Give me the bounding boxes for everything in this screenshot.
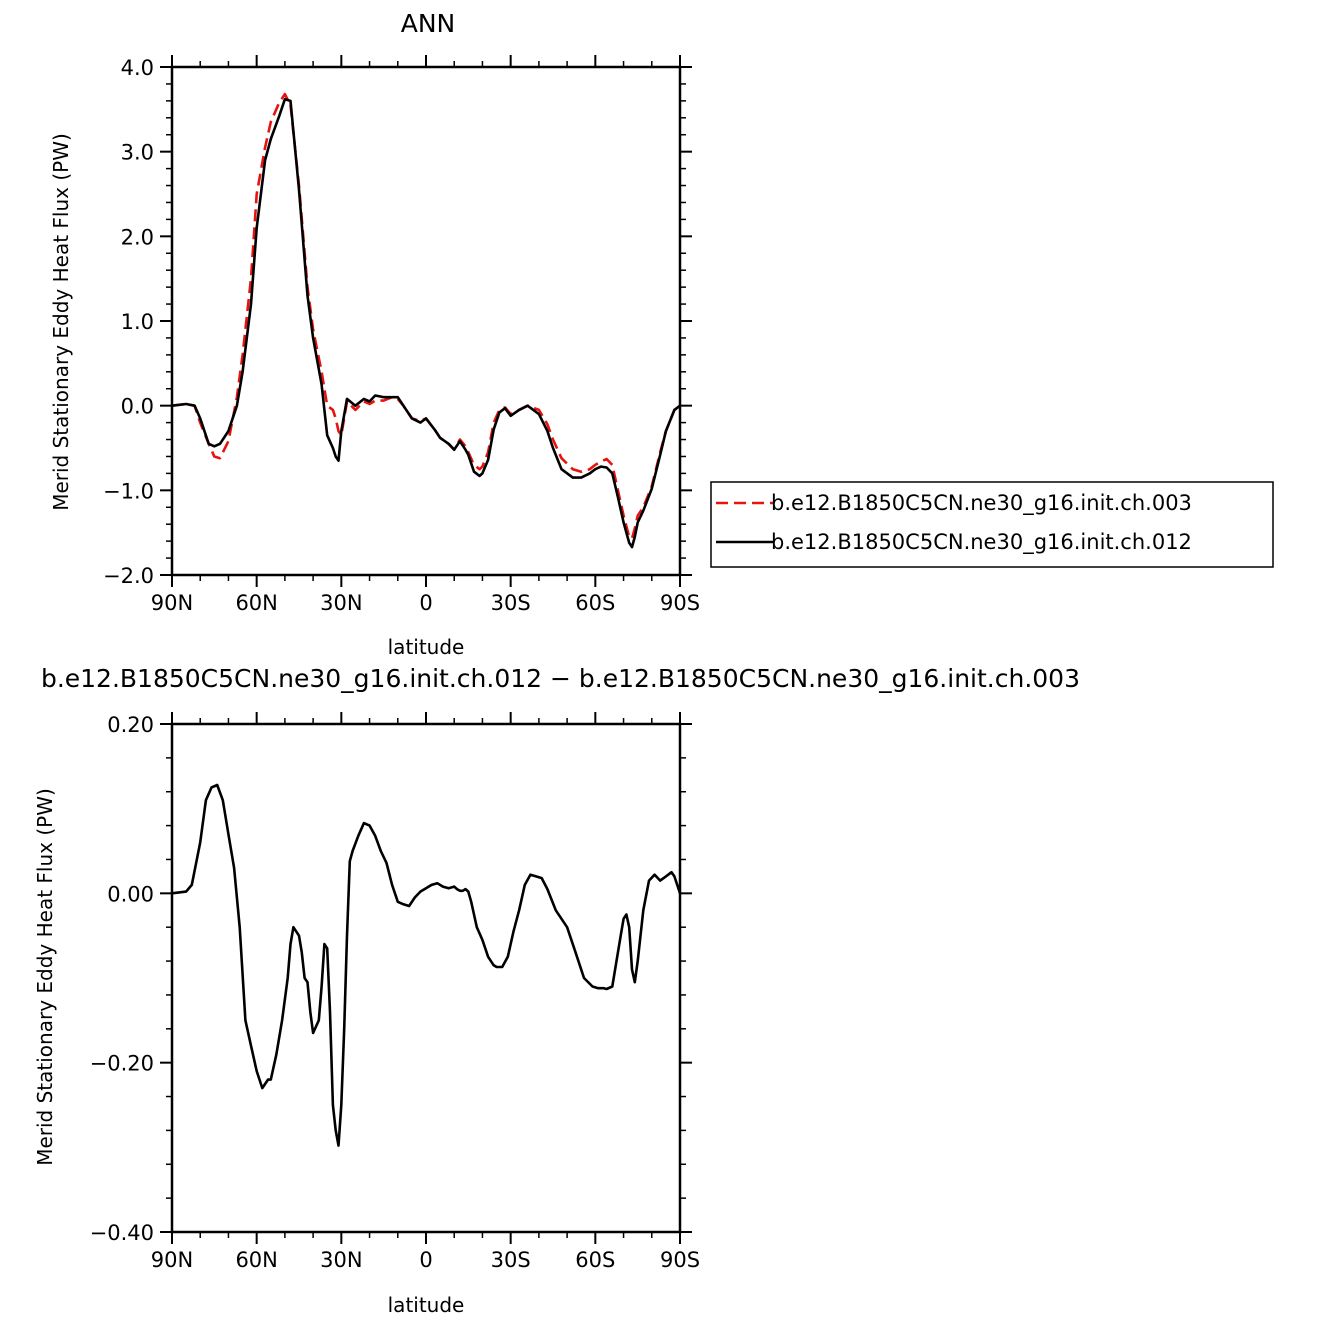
bottom-y-tick-label: −0.20 bbox=[90, 1052, 154, 1076]
top-x-axis-label: latitude bbox=[388, 635, 465, 659]
top-x-tick-label: 60N bbox=[235, 591, 277, 615]
top-y-tick-label: 3.0 bbox=[121, 141, 154, 165]
top-y-tick-label: 4.0 bbox=[121, 56, 154, 80]
bottom-plot-title: b.e12.B1850C5CN.ne30_g16.init.ch.012 − b… bbox=[41, 664, 1080, 693]
bottom-y-axis-label: Merid Stationary Eddy Heat Flux (PW) bbox=[33, 788, 57, 1166]
bottom-series-line-0 bbox=[171, 783, 682, 1147]
bottom-x-tick-label: 60N bbox=[235, 1248, 277, 1272]
bottom-x-tick-label: 0 bbox=[419, 1248, 432, 1272]
top-y-tick-label: 2.0 bbox=[121, 225, 154, 249]
bottom-y-tick-label: −0.40 bbox=[90, 1221, 154, 1245]
top-x-tick-label: 30N bbox=[320, 591, 362, 615]
bottom-x-tick-label: 90S bbox=[660, 1248, 700, 1272]
bottom-plot-frame bbox=[170, 722, 682, 1234]
top-x-tick-label: 60S bbox=[575, 591, 615, 615]
legend-box bbox=[710, 481, 1274, 568]
top-x-tick-label: 90N bbox=[151, 591, 193, 615]
top-y-axis-label: Merid Stationary Eddy Heat Flux (PW) bbox=[49, 133, 73, 511]
bottom-x-axis-label: latitude bbox=[388, 1293, 465, 1317]
top-panel: ANN 90N 60N 30N 0 30S 60S 90S −2.0 −1.0 0.0 1.0 2.0… bbox=[49, 9, 1274, 659]
bottom-panel: b.e12.B1850C5CN.ne30_g16.init.ch.012 − b… bbox=[33, 664, 1080, 1317]
top-plot-frame bbox=[170, 65, 682, 577]
legend-entry-003: b.e12.B1850C5CN.ne30_g16.init.ch.003 bbox=[771, 491, 1192, 516]
bottom-x-tick-label: 60S bbox=[575, 1248, 615, 1272]
bottom-plot-area: 90N 60N 30N 0 30S 60S 90S −0.40 −0.20 0.00 0.20 bbox=[90, 712, 700, 1272]
top-plot-area: 90N 60N 30N 0 30S 60S 90S −2.0 −1.0 0.0 1.0 2.0 3.0 4… bbox=[103, 55, 700, 615]
bottom-x-tick-label: 90N bbox=[151, 1248, 193, 1272]
top-plot-title: ANN bbox=[401, 9, 456, 38]
top-series-line-1 bbox=[171, 97, 681, 549]
top-y-tick-label: 0.0 bbox=[121, 395, 154, 419]
top-y-tick-label: −2.0 bbox=[103, 564, 154, 588]
legend-entry-012: b.e12.B1850C5CN.ne30_g16.init.ch.012 bbox=[771, 530, 1192, 555]
legend: b.e12.B1850C5CN.ne30_g16.init.ch.003 b.e… bbox=[710, 481, 1274, 568]
top-x-tick-label: 90S bbox=[660, 591, 700, 615]
top-x-tick-label: 30S bbox=[491, 591, 531, 615]
bottom-y-tick-label: 0.20 bbox=[107, 713, 154, 737]
bottom-x-tick-label: 30N bbox=[320, 1248, 362, 1272]
top-y-tick-label: 1.0 bbox=[121, 310, 154, 334]
bottom-x-tick-label: 30S bbox=[491, 1248, 531, 1272]
top-x-tick-label: 0 bbox=[419, 591, 432, 615]
bottom-y-tick-label: 0.00 bbox=[107, 882, 154, 906]
top-y-tick-label: −1.0 bbox=[103, 479, 154, 503]
